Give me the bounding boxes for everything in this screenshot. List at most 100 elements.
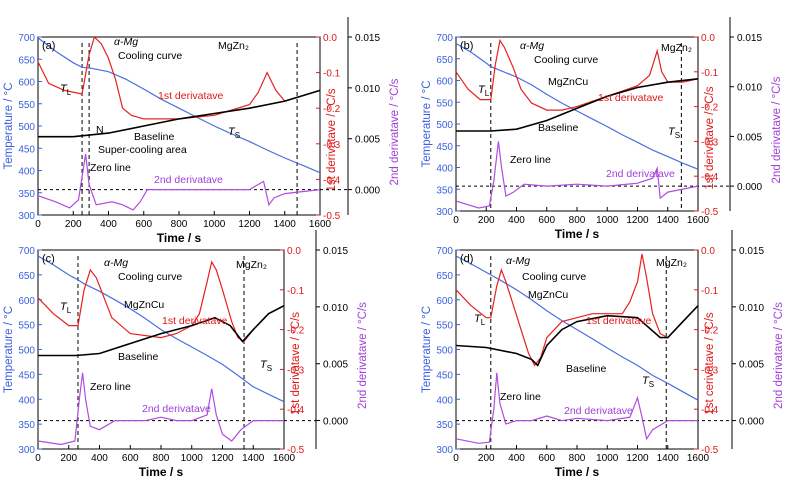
series-1st-derivatave [37, 35, 321, 120]
series-1st-derivatave [455, 38, 699, 111]
annotation-2nd-derivatave: 2nd derivatave [606, 168, 675, 180]
temp-tick-label: 600 [436, 296, 453, 307]
annotation-mgzn-: MgZn₂ [656, 257, 687, 269]
temp-tick-label: 650 [436, 55, 453, 66]
temp-tick-label: 600 [436, 77, 453, 88]
d1-tick-label: -0.5 [701, 207, 719, 218]
temp-tick-label: 500 [18, 122, 35, 133]
x-tick-label: 600 [538, 453, 555, 464]
x-tick-label: 1400 [274, 219, 297, 230]
d2-tick-label: 0.015 [355, 33, 380, 44]
temp-tick-label: 700 [18, 33, 35, 44]
d2-tick-label: 0.000 [355, 186, 380, 197]
annotation--mg: α-Mg [520, 40, 544, 52]
temp-tick-label: 600 [18, 296, 35, 307]
x-tick-label: 1400 [657, 215, 680, 226]
temp-tick-label: 650 [18, 55, 35, 66]
x-tick-label: 1400 [242, 453, 265, 464]
d1-tick-label: -0.1 [323, 69, 341, 80]
x-axis-label: Time / s [555, 465, 600, 479]
annotation-2nd-derivatave: 2nd derivatave [142, 403, 211, 415]
d1-tick-label: -0.3 [323, 140, 341, 151]
annotation-subscript: L [67, 306, 72, 315]
annotation-mgzn-: MgZn₂ [218, 40, 249, 52]
d1-tick-label: -0.4 [287, 405, 305, 416]
series-cooling-curve [455, 42, 699, 170]
annotation-subscript: S [267, 364, 272, 373]
temp-tick-label: 350 [436, 185, 453, 196]
temp-tick-label: 550 [18, 321, 35, 332]
temp-tick-label: 700 [436, 246, 453, 257]
d1-axis-label: 1st cerivatave / °C/s [704, 312, 716, 415]
d2-tick-label: 0.010 [323, 303, 348, 314]
x-tick-label: 800 [569, 453, 586, 464]
annotation-subscript: S [649, 380, 654, 389]
panel-label: (b) [460, 40, 473, 52]
temp-tick-label: 450 [436, 142, 453, 153]
x-tick-label: 200 [478, 453, 495, 464]
annotation-1st-derivatave: 1st derivatave [162, 315, 228, 327]
d1-tick-label: -0.5 [323, 211, 341, 222]
x-tick-label: 200 [478, 215, 495, 226]
annotation-t_l: TL [60, 83, 72, 97]
x-tick-label: 1000 [596, 215, 619, 226]
temp-tick-label: 300 [18, 445, 35, 456]
annotation-mgzn-: MgZn₂ [661, 42, 692, 54]
annotation-t_s: TS [668, 126, 680, 140]
d2-axis-label: 2nd derivatave / °C/s [357, 302, 369, 409]
temp-tick-label: 550 [18, 100, 35, 111]
temp-axis-label: Temperature / °C [3, 82, 15, 169]
annotation-n: N [96, 124, 104, 136]
panel-label: (c) [42, 253, 55, 265]
temp-tick-label: 350 [436, 420, 453, 431]
x-tick-label: 0 [453, 215, 459, 226]
annotation-1st-derivatave: 1st derivatave [598, 92, 664, 104]
d2-tick-label: 0.010 [355, 84, 380, 95]
x-tick-label: 1000 [596, 453, 619, 464]
annotation-t_l: TL [474, 313, 486, 327]
temp-tick-label: 400 [18, 167, 35, 178]
annotation-subscript: S [235, 131, 240, 140]
chart-panel-d: 0 200 400 600 800 1000 1200 1400 1600 Time / s 300… [421, 230, 785, 479]
d1-tick-label: -0.5 [287, 445, 305, 456]
annotation-subscript: L [67, 88, 72, 97]
d1-tick-label: 0.0 [323, 33, 337, 44]
x-tick-label: 800 [569, 215, 586, 226]
d1-axis-label: 1st derivatave / °C/s [704, 86, 716, 189]
annotation-letter: T [228, 126, 236, 138]
d1-tick-label: -0.3 [701, 137, 719, 148]
x-tick-label: 1200 [626, 453, 649, 464]
chart-panel-c: 0 200 400 600 800 1000 1200 1400 1600 Time / s 300… [3, 230, 369, 479]
x-tick-label: 0 [453, 453, 459, 464]
temp-tick-label: 550 [436, 321, 453, 332]
d1-tick-label: -0.4 [323, 175, 341, 186]
annotation-mgzn-: MgZn₂ [236, 259, 267, 271]
d1-axis-label: 1st derivatave / °C/s [326, 88, 338, 191]
x-axis-label: Time / s [139, 465, 184, 479]
annotation-subscript: S [675, 131, 680, 140]
x-axis-label: Time / s [157, 231, 202, 245]
chart-panel-b: 0 200 400 600 800 1000 1200 1400 1600 Time / s 300… [421, 17, 783, 241]
x-tick-label: 800 [153, 453, 170, 464]
d2-tick-label: 0.010 [737, 83, 762, 94]
temp-tick-label: 350 [18, 189, 35, 200]
x-tick-label: 1200 [238, 219, 261, 230]
panel-label: (a) [42, 40, 55, 52]
annotation--mg: α-Mg [104, 257, 128, 269]
x-tick-label: 800 [171, 219, 188, 230]
x-tick-label: 400 [508, 453, 525, 464]
series-2nd-derivatave [455, 141, 699, 209]
annotation-cooling-curve: Cooling curve [522, 271, 586, 283]
temp-tick-label: 650 [18, 271, 35, 282]
annotation-zero-line: Zero line [500, 391, 541, 403]
annotation-letter: T [60, 301, 68, 313]
temp-tick-label: 550 [436, 98, 453, 109]
annotation-baseline: Baseline [118, 351, 158, 363]
d2-tick-label: 0.000 [739, 417, 764, 428]
temp-axis-label: Temperature / °C [421, 80, 433, 167]
series-baseline [456, 78, 699, 132]
annotation-t_s: TS [260, 359, 272, 373]
temp-tick-label: 500 [436, 120, 453, 131]
annotation-letter: T [668, 126, 676, 138]
